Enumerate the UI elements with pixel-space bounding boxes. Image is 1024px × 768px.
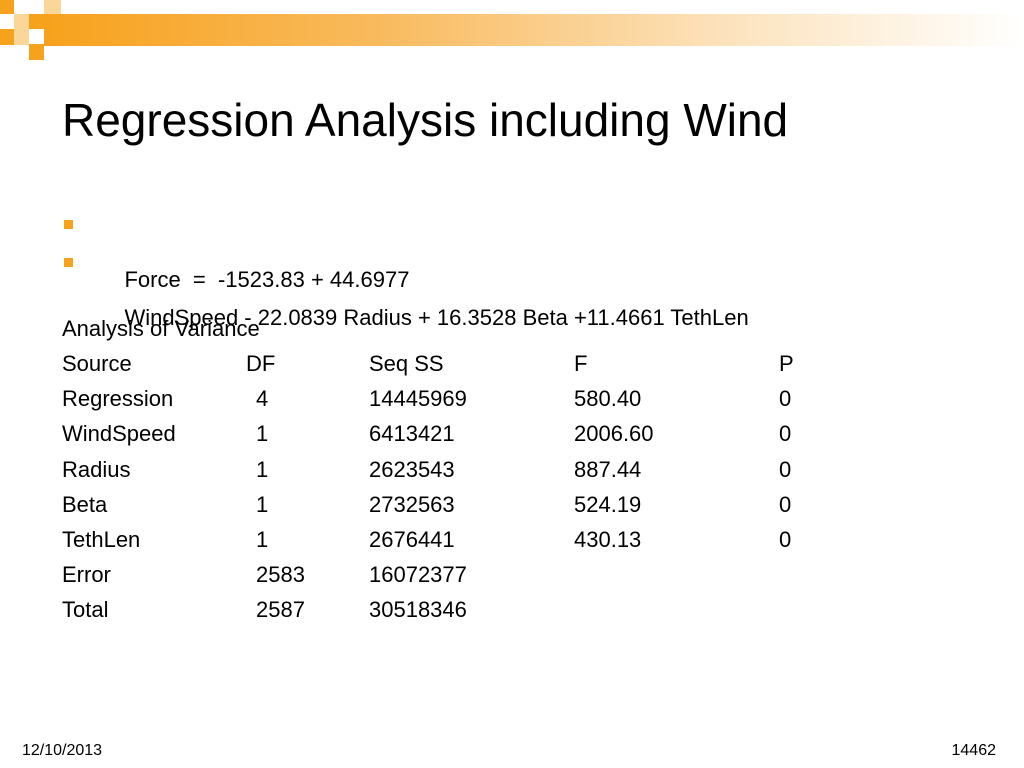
- table-cell: WindSpeed: [62, 421, 176, 447]
- anova-heading: Analysis of Variance: [62, 316, 260, 341]
- decor-square: [44, 0, 61, 14]
- table-cell: 1: [256, 421, 269, 447]
- decor-square: [29, 44, 44, 60]
- table-header-row: Source DF Seq SS F P: [62, 350, 839, 385]
- decor-square: [0, 29, 14, 45]
- decor-square: [14, 14, 29, 29]
- table-row: Error 2583 16072377: [62, 561, 839, 596]
- table-row: Radius 1 2623543 887.44 0: [62, 456, 839, 491]
- anova-table: Source DF Seq SS F P Regression 4 14445969…: [62, 350, 839, 632]
- table-row: WindSpeed 1 6413421 2006.60 0: [62, 420, 839, 455]
- table-cell: [779, 561, 839, 596]
- column-header: Source: [62, 351, 132, 376]
- column-header: P: [779, 351, 794, 376]
- table-cell: 524.19: [574, 491, 642, 517]
- table-cell: TethLen: [62, 526, 141, 552]
- table-row: Regression 4 14445969 580.40 0: [62, 385, 839, 420]
- column-header: F: [574, 351, 588, 376]
- table-cell: Error: [62, 562, 111, 588]
- table-cell: 16072377: [369, 562, 467, 588]
- table-cell: 1: [256, 456, 269, 482]
- table-cell: [779, 596, 839, 631]
- bullet-text: WindSpeed - 22.0839 Radius + 16.3528 Bet…: [124, 305, 749, 330]
- table-row: TethLen 1 2676441 430.13 0: [62, 526, 839, 561]
- table-cell: 2587: [256, 597, 305, 623]
- table-cell: 14445969: [369, 386, 467, 412]
- table-cell: Beta: [62, 491, 108, 517]
- header-gradient-bar: [44, 14, 1024, 46]
- footer-date: 12/10/2013: [22, 742, 103, 759]
- table-cell: 430.13: [574, 526, 642, 552]
- table-cell: [574, 561, 779, 596]
- table-cell: 1: [256, 491, 269, 517]
- table-cell: Regression: [62, 386, 174, 412]
- decor-square: [14, 29, 29, 45]
- table-cell: 1: [256, 526, 269, 552]
- table-cell: 887.44: [574, 456, 642, 482]
- square-bullet-icon: [64, 220, 73, 229]
- table-cell: Total: [62, 597, 109, 623]
- table-cell: 0: [779, 456, 792, 482]
- slide-title: Regression Analysis including Wind: [62, 94, 789, 146]
- bullet-list: Force = -1523.83 + 44.6977 WindSpeed - 2…: [62, 210, 749, 330]
- table-cell: 4: [256, 386, 269, 412]
- bullet-item: Force = -1523.83 + 44.6977: [62, 210, 749, 292]
- table-cell: Radius: [62, 456, 131, 482]
- decor-square: [0, 0, 14, 14]
- bullet-text: Force = -1523.83 + 44.6977: [124, 267, 410, 292]
- table-cell: 2732563: [369, 491, 455, 517]
- table-cell: 0: [779, 491, 792, 517]
- table-cell: 2676441: [369, 526, 455, 552]
- table-cell: [574, 596, 779, 631]
- table-cell: 580.40: [574, 386, 642, 412]
- column-header: DF: [246, 351, 276, 376]
- bullet-item: WindSpeed - 22.0839 Radius + 16.3528 Bet…: [62, 248, 749, 330]
- table-cell: 2583: [256, 562, 305, 588]
- table-row: Beta 1 2732563 524.19 0: [62, 491, 839, 526]
- table-cell: 0: [779, 421, 792, 447]
- slide-number: 14462: [951, 742, 997, 759]
- column-header: Seq SS: [369, 351, 444, 376]
- table-cell: 2623543: [369, 456, 455, 482]
- table-cell: 6413421: [369, 421, 455, 447]
- square-bullet-icon: [64, 258, 73, 267]
- table-cell: 30518346: [369, 597, 467, 623]
- table-cell: 0: [779, 386, 792, 412]
- decor-square: [29, 14, 44, 29]
- table-row: Total 2587 30518346: [62, 596, 839, 631]
- table-cell: 2006.60: [574, 421, 654, 447]
- table-cell: 0: [779, 526, 792, 552]
